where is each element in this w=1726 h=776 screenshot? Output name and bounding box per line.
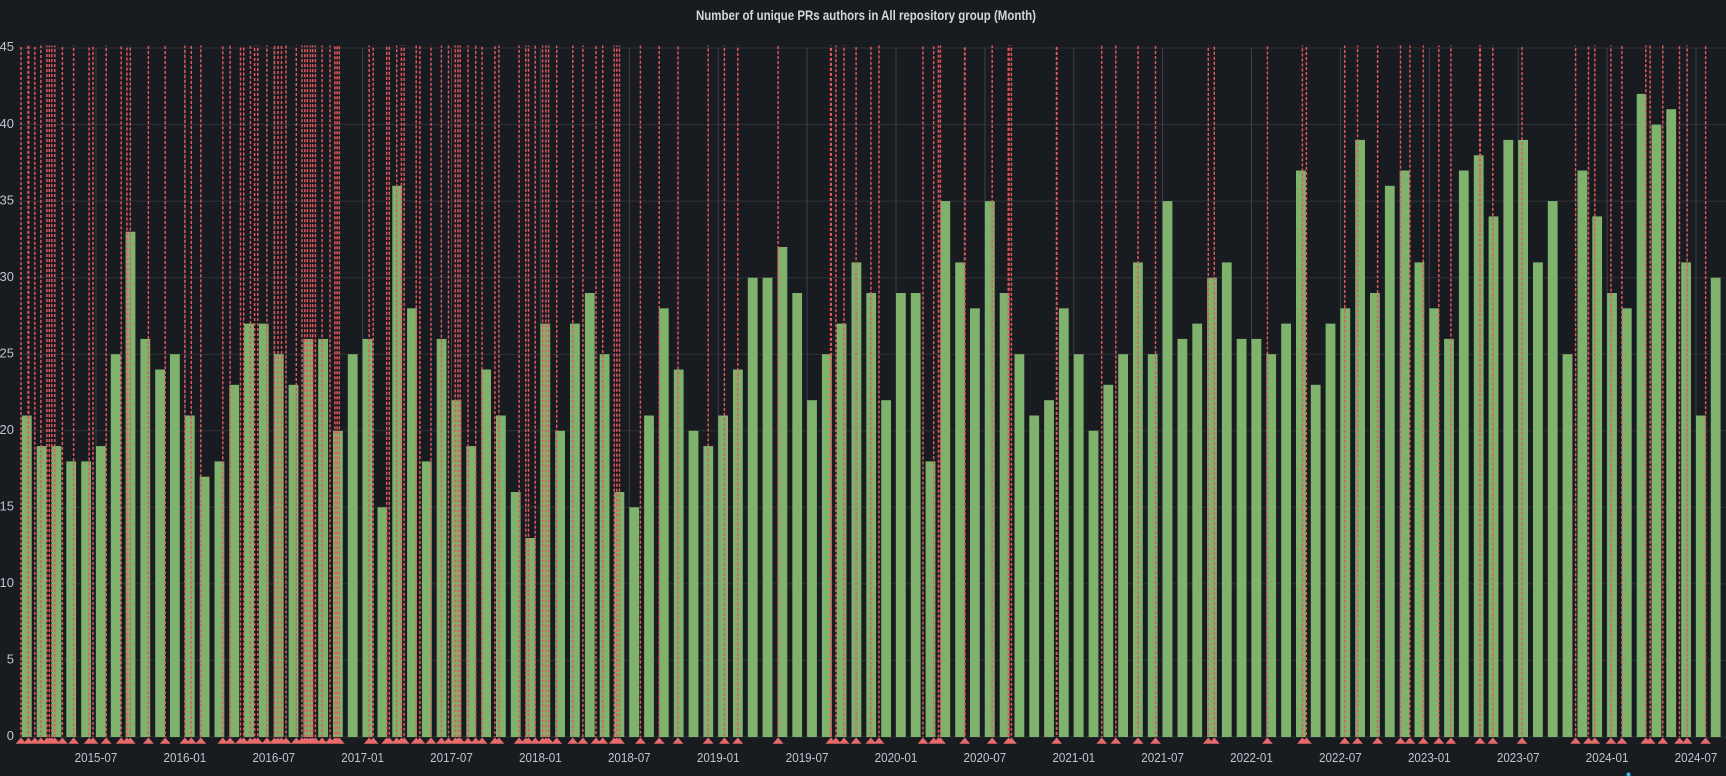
svg-text:2023-07: 2023-07: [1497, 750, 1540, 765]
svg-text:35: 35: [0, 192, 14, 207]
svg-text:2017-01: 2017-01: [341, 750, 384, 765]
svg-text:2022-07: 2022-07: [1319, 750, 1362, 765]
svg-text:2016-01: 2016-01: [164, 750, 207, 765]
svg-text:45: 45: [0, 39, 14, 54]
svg-text:5: 5: [7, 652, 14, 667]
svg-text:2020-07: 2020-07: [964, 750, 1007, 765]
svg-text:2020-01: 2020-01: [875, 750, 918, 765]
svg-text:20: 20: [0, 422, 14, 437]
svg-text:Number of unique PRs authors i: Number of unique PRs authors in All repo…: [696, 8, 1036, 23]
svg-text:2019-01: 2019-01: [697, 750, 740, 765]
svg-text:2015-07: 2015-07: [75, 750, 118, 765]
svg-text:2018-07: 2018-07: [608, 750, 651, 765]
svg-text:40: 40: [0, 116, 14, 131]
svg-text:2019-07: 2019-07: [786, 750, 829, 765]
svg-text:2016-07: 2016-07: [252, 750, 295, 765]
svg-text:30: 30: [0, 269, 14, 284]
svg-text:2021-07: 2021-07: [1141, 750, 1184, 765]
svg-text:2022-01: 2022-01: [1230, 750, 1273, 765]
svg-text:2021-01: 2021-01: [1052, 750, 1095, 765]
svg-text:2023-01: 2023-01: [1408, 750, 1451, 765]
svg-text:15: 15: [0, 499, 14, 514]
svg-text:25: 25: [0, 345, 14, 360]
svg-text:2024-01: 2024-01: [1586, 750, 1629, 765]
svg-text:2024-07: 2024-07: [1675, 750, 1718, 765]
svg-text:2017-07: 2017-07: [430, 750, 473, 765]
svg-text:0: 0: [7, 728, 14, 743]
svg-text:2018-01: 2018-01: [519, 750, 562, 765]
svg-text:10: 10: [0, 575, 14, 590]
